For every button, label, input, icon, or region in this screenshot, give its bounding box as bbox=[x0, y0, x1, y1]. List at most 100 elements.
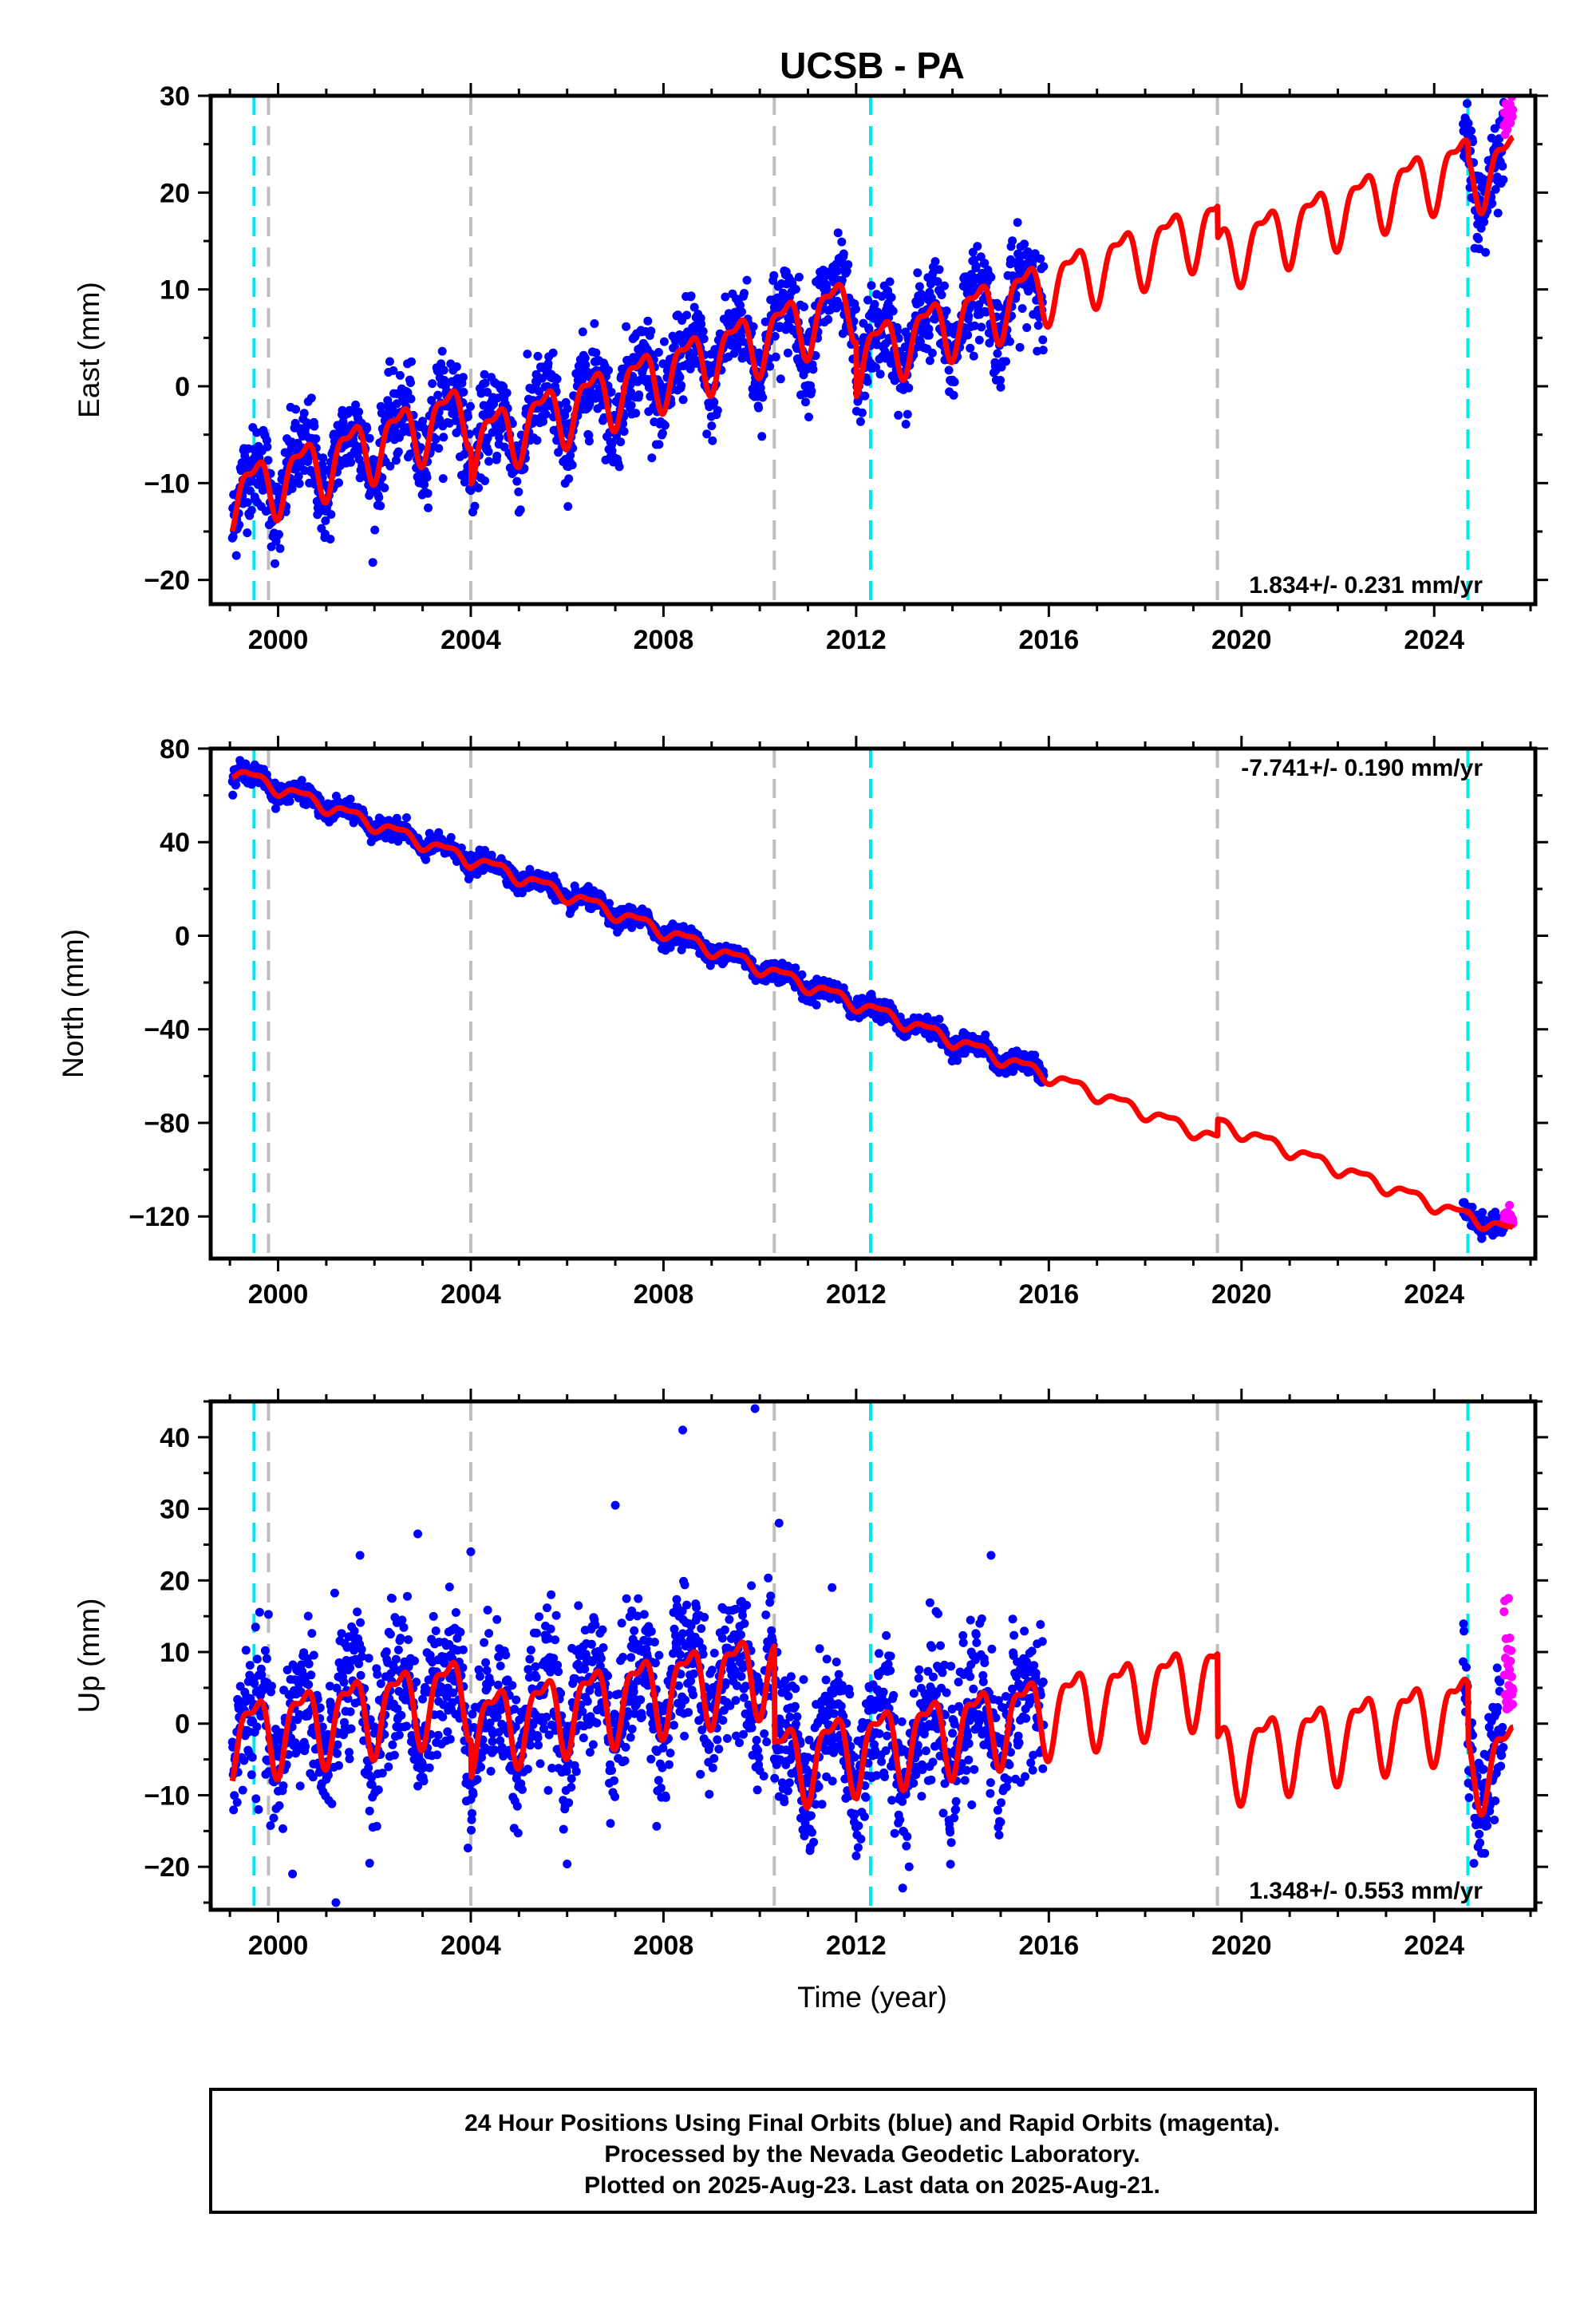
east-final-point bbox=[1033, 321, 1043, 330]
east-final-point bbox=[614, 462, 624, 472]
up-final-point bbox=[267, 1682, 276, 1691]
up-final-point bbox=[327, 1799, 337, 1808]
up-final-point bbox=[346, 1724, 356, 1733]
east-final-point bbox=[678, 395, 688, 405]
east-panel: 2000 2004 2008 2012 2016 2020 2024−20−10010203… bbox=[73, 81, 1548, 655]
east-final-point bbox=[514, 487, 523, 496]
up-final-point bbox=[241, 1646, 251, 1655]
up-final-point bbox=[373, 1785, 383, 1795]
east-final-point bbox=[969, 351, 978, 361]
east-x-tick-label: 2020 bbox=[1211, 625, 1272, 655]
east-final-point bbox=[406, 394, 416, 404]
east-final-point bbox=[915, 282, 924, 291]
east-final-point bbox=[541, 409, 551, 419]
east-final-point bbox=[875, 370, 885, 379]
east-final-point bbox=[495, 433, 504, 442]
north-final-orbit-points bbox=[227, 756, 1508, 1243]
east-final-point bbox=[423, 488, 433, 498]
east-final-point bbox=[833, 267, 843, 275]
east-final-point bbox=[591, 348, 601, 358]
east-final-point bbox=[698, 326, 708, 336]
up-final-point bbox=[251, 1794, 261, 1804]
north-final-point bbox=[297, 776, 306, 785]
east-final-point bbox=[532, 436, 542, 445]
up-final-point bbox=[410, 1656, 419, 1666]
east-final-point bbox=[770, 331, 780, 341]
north-final-point bbox=[981, 1030, 990, 1040]
east-rapid-point bbox=[1502, 82, 1511, 91]
up-final-point bbox=[404, 1635, 413, 1644]
east-final-point bbox=[928, 269, 938, 279]
east-final-point bbox=[362, 424, 372, 433]
north-final-point bbox=[1478, 1207, 1487, 1217]
up-final-point bbox=[247, 1770, 256, 1780]
east-final-point bbox=[380, 483, 389, 492]
up-final-point bbox=[333, 1749, 342, 1758]
up-final-point bbox=[245, 1661, 255, 1670]
east-final-point bbox=[1020, 239, 1029, 249]
east-final-point bbox=[654, 440, 664, 449]
east-y-tick-label: 10 bbox=[160, 275, 190, 306]
east-frame bbox=[208, 93, 1538, 607]
east-final-point bbox=[702, 429, 712, 439]
north-y-tick-label: −40 bbox=[144, 1015, 190, 1045]
north-rate-label: -7.741+/- 0.190 mm/yr bbox=[1241, 755, 1483, 781]
east-final-point bbox=[822, 283, 832, 292]
east-final-point bbox=[839, 249, 848, 259]
east-final-point bbox=[374, 492, 384, 502]
east-final-point bbox=[433, 366, 442, 376]
east-final-point bbox=[742, 275, 752, 285]
up-final-point bbox=[279, 1781, 288, 1791]
east-final-point bbox=[937, 290, 946, 299]
east-final-point bbox=[560, 411, 570, 421]
east-final-point bbox=[675, 373, 685, 382]
east-final-point bbox=[757, 432, 767, 441]
up-final-point bbox=[250, 1679, 259, 1688]
north-x-tick-label: 2016 bbox=[1019, 1279, 1080, 1310]
east-final-point bbox=[483, 387, 492, 397]
east-final-point bbox=[1015, 342, 1025, 352]
up-final-point bbox=[402, 1721, 411, 1731]
east-final-point bbox=[243, 528, 252, 538]
east-final-point bbox=[870, 299, 879, 309]
up-final-point bbox=[412, 1678, 421, 1687]
north-final-point bbox=[228, 790, 238, 800]
east-final-point bbox=[326, 510, 336, 520]
east-final-point bbox=[949, 390, 958, 400]
east-final-point bbox=[346, 457, 356, 467]
north-y-tick-label: 80 bbox=[160, 734, 190, 765]
east-final-point bbox=[385, 461, 395, 471]
east-final-point bbox=[580, 354, 590, 363]
east-final-point bbox=[428, 379, 437, 389]
east-final-point bbox=[921, 316, 930, 326]
east-y-tick-label: 20 bbox=[160, 178, 190, 208]
east-final-point bbox=[808, 365, 818, 374]
east-final-point bbox=[581, 360, 591, 370]
east-final-point bbox=[940, 281, 949, 290]
east-final-point bbox=[699, 334, 709, 343]
up-plot-area bbox=[227, 1401, 1518, 1910]
up-final-orbit-points bbox=[227, 1404, 1508, 1907]
east-final-point bbox=[857, 408, 867, 417]
chart-title: UCSB - PA bbox=[780, 45, 965, 86]
east-final-point bbox=[776, 374, 785, 384]
north-final-point bbox=[812, 1000, 821, 1010]
up-final-point bbox=[266, 1821, 275, 1830]
east-final-point bbox=[894, 410, 903, 420]
up-final-point bbox=[260, 1646, 270, 1655]
east-final-point bbox=[924, 324, 934, 334]
up-final-point bbox=[345, 1754, 354, 1764]
east-final-point bbox=[794, 272, 804, 282]
east-final-point bbox=[634, 390, 644, 400]
up-final-point bbox=[397, 1615, 407, 1625]
east-final-orbit-points bbox=[227, 97, 1508, 568]
east-final-point bbox=[1467, 126, 1476, 136]
east-final-point bbox=[564, 474, 574, 484]
east-final-point bbox=[563, 404, 572, 413]
up-final-point bbox=[252, 1654, 262, 1664]
east-final-point bbox=[811, 351, 820, 361]
east-final-point bbox=[783, 348, 792, 358]
east-final-point bbox=[993, 349, 1002, 358]
north-y-tick-label: −80 bbox=[144, 1109, 190, 1139]
east-final-point bbox=[480, 476, 490, 485]
